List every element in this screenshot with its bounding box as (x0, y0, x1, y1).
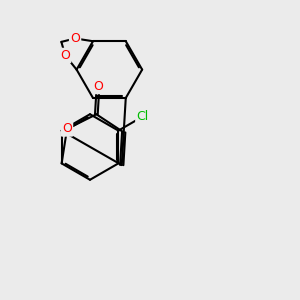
Text: Cl: Cl (136, 110, 148, 123)
Text: O: O (93, 80, 103, 93)
Text: O: O (70, 32, 80, 45)
Text: O: O (62, 122, 72, 135)
Text: O: O (60, 49, 70, 62)
